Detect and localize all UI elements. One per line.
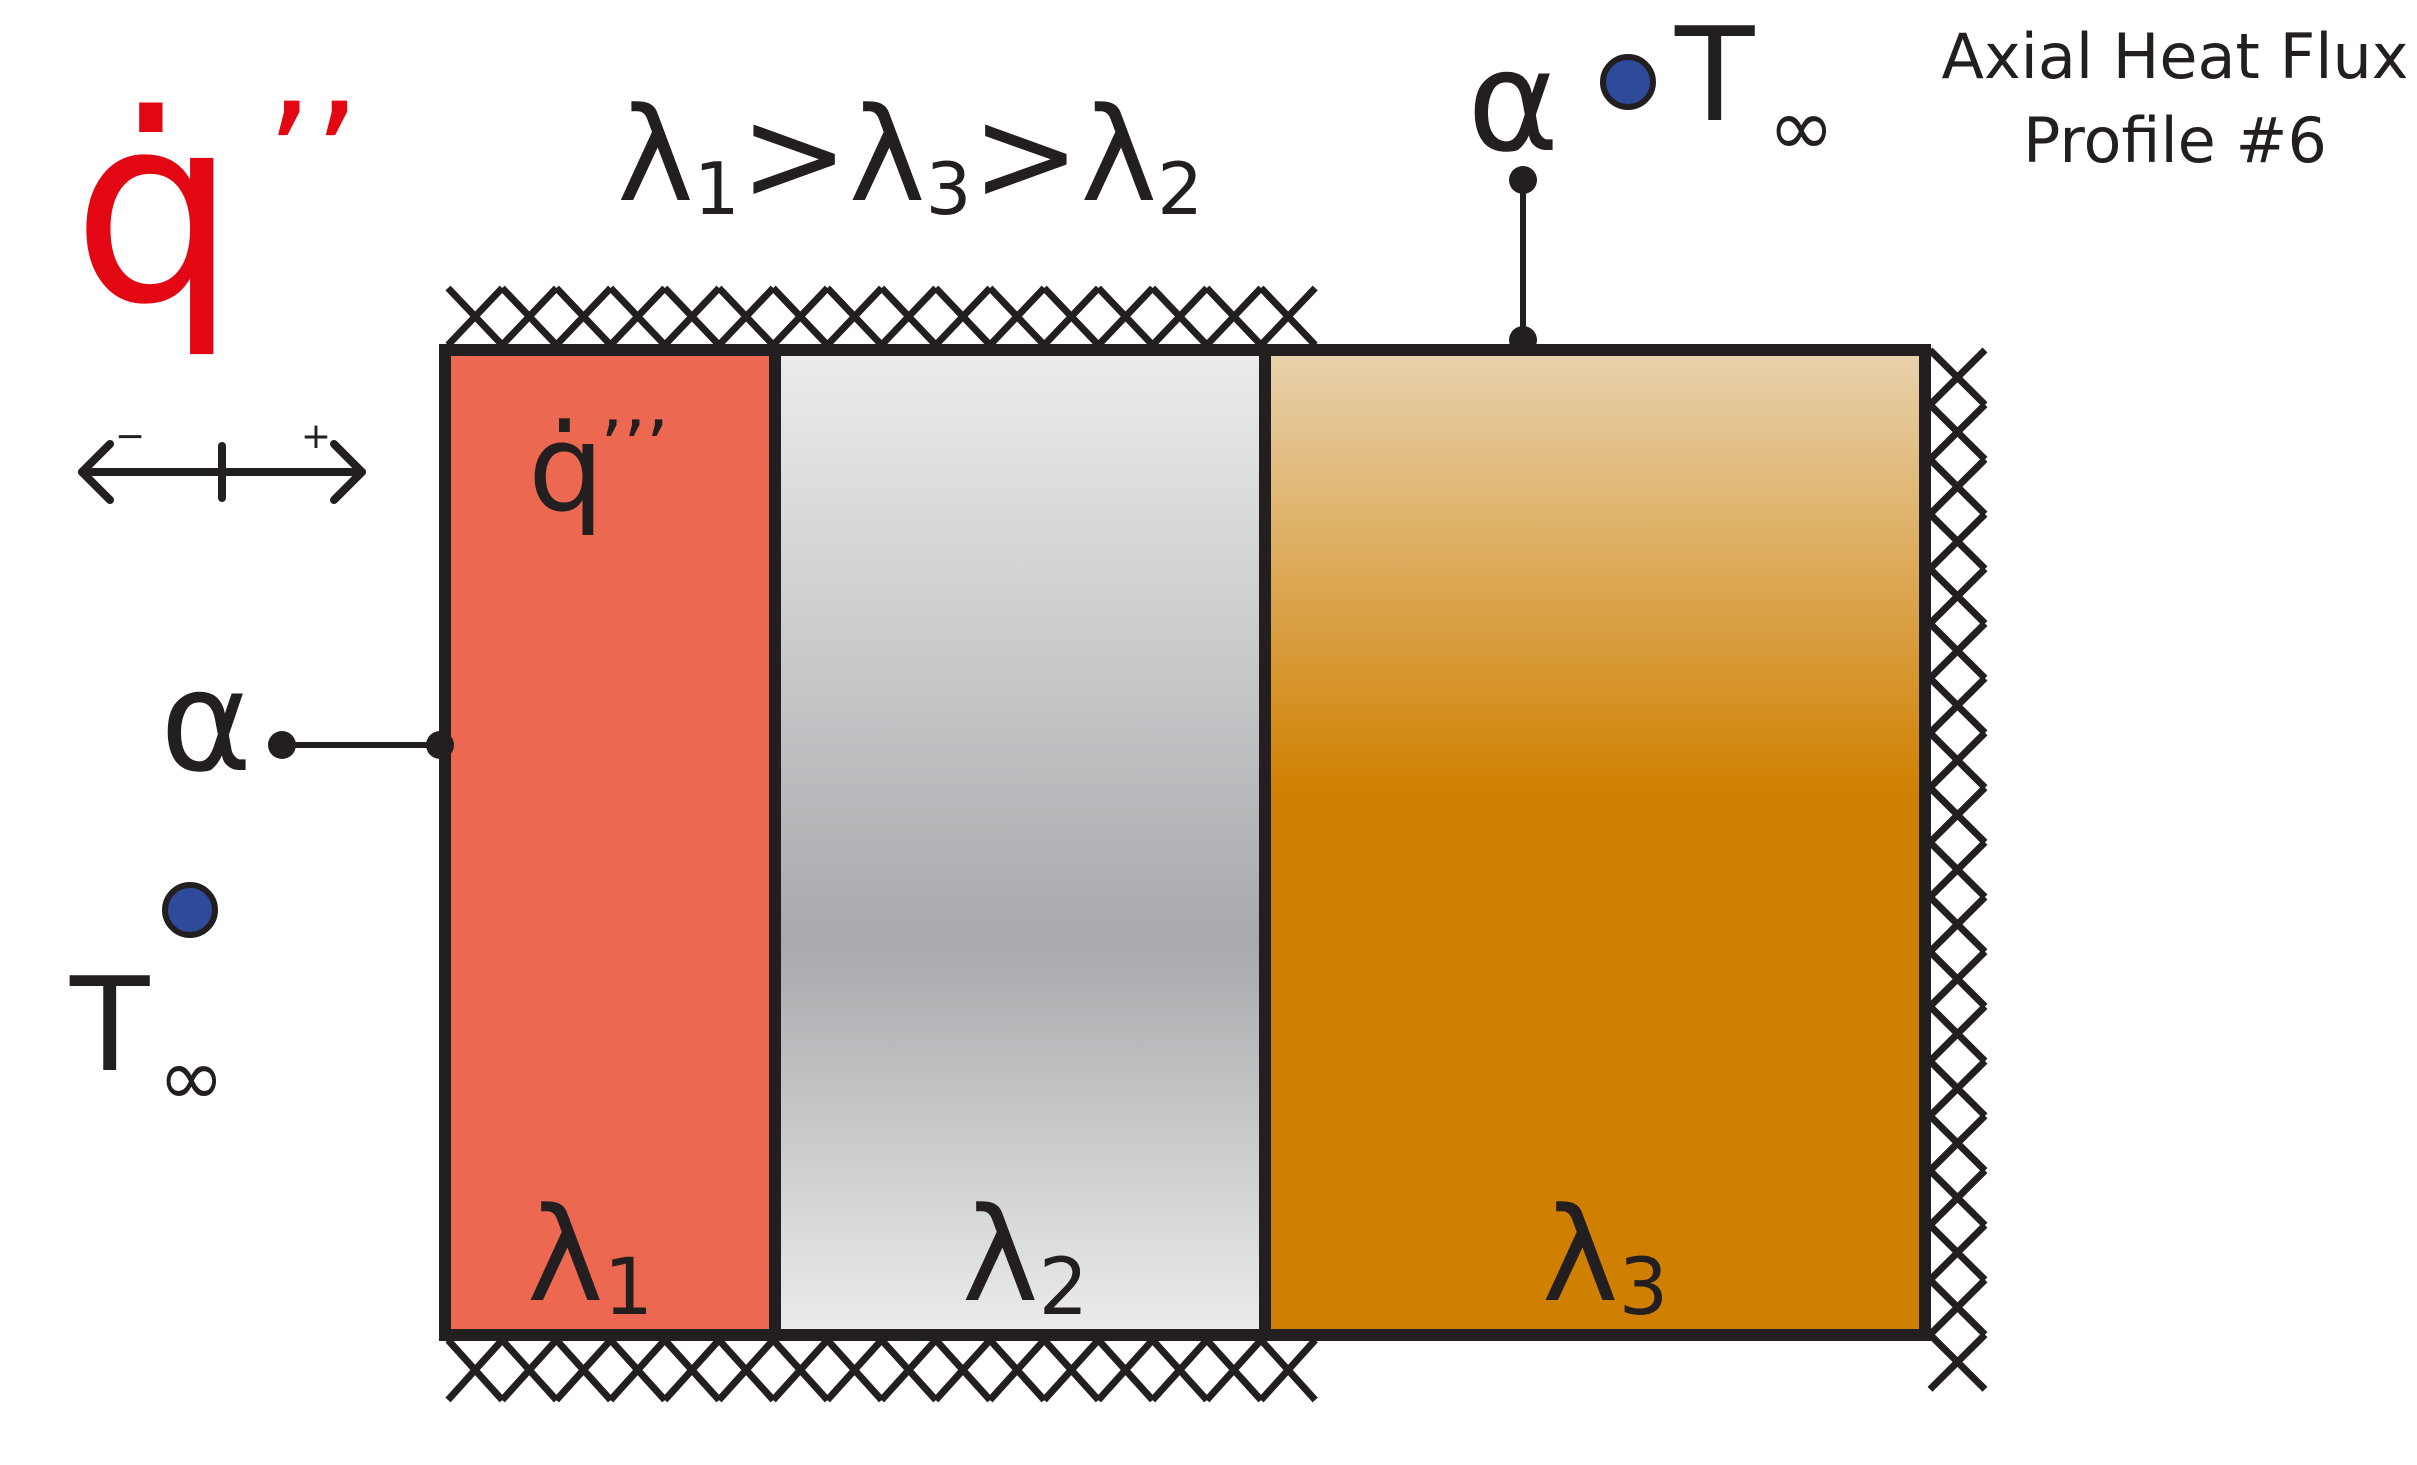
layer-outlines <box>439 344 1931 1341</box>
volumetric-source-symbol: q̇ <box>528 400 604 539</box>
heat-flux-primes: ’’ <box>265 72 360 246</box>
layer-3-lambda: λ <box>1542 1179 1619 1331</box>
layer-2-lambda: λ <box>962 1179 1039 1331</box>
conductivity-order: λ1>λ3>λ2 <box>617 79 1203 231</box>
left-ambient-dot <box>162 882 218 938</box>
top-alpha-label: α <box>1467 21 1559 184</box>
top-ambient-inf: ∞ <box>1768 81 1835 174</box>
order-lambda-1: λ <box>617 79 694 231</box>
order-sub-1: 1 <box>694 147 740 231</box>
insulation-hatch-bottom <box>445 1337 1318 1403</box>
order-gt-1: > <box>740 79 849 231</box>
direction-arrow <box>78 440 366 504</box>
order-lambda-3: λ <box>849 79 926 231</box>
left-convection-link <box>268 731 454 759</box>
layer-2-sub: 2 <box>1039 1243 1089 1333</box>
title-line-1: Axial Heat Flux <box>1942 20 2409 93</box>
order-gt-2: > <box>971 79 1080 231</box>
insulation-hatch-right <box>1927 347 1988 1392</box>
order-sub-3: 3 <box>926 147 972 231</box>
layer-3-region <box>1265 350 1925 1335</box>
volumetric-source-primes: ’’’ <box>600 405 669 489</box>
direction-plus: + <box>301 416 331 457</box>
order-lambda-2: λ <box>1080 79 1157 231</box>
layer-2-region <box>775 350 1265 1335</box>
layer-1-lambda: λ <box>527 1179 604 1331</box>
left-ambient-T: T <box>69 949 150 1101</box>
top-ambient-dot <box>1600 54 1656 110</box>
top-convection-link <box>1509 166 1537 354</box>
layer-1-sub: 1 <box>604 1243 654 1333</box>
top-ambient-T: T <box>1674 0 1755 151</box>
layer-2-label: λ2 <box>962 1179 1089 1333</box>
layer-3-label: λ3 <box>1542 1179 1669 1333</box>
layer-3-sub: 3 <box>1619 1243 1669 1333</box>
insulation-hatch-top <box>445 285 1318 348</box>
direction-minus: − <box>115 416 145 457</box>
heat-flux-symbol: q̇ <box>72 60 237 362</box>
layer-1-label: λ1 <box>527 1179 654 1333</box>
title-line-2: Profile #6 <box>2023 104 2327 177</box>
surface-heat-flux-label: q̇ ’’ <box>72 60 360 362</box>
order-sub-2: 2 <box>1157 147 1203 231</box>
layer-1-region <box>445 350 775 1335</box>
left-ambient-inf: ∞ <box>158 1031 225 1124</box>
left-alpha-label: α <box>160 641 252 804</box>
